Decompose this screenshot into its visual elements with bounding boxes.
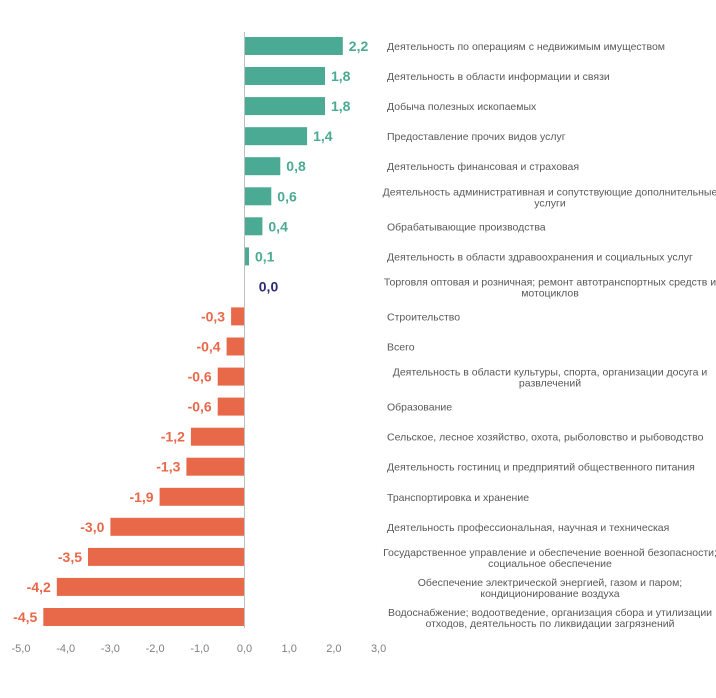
value-label: -0,6 bbox=[188, 369, 212, 385]
category-labels-group: Деятельность по операциям с недвижимым и… bbox=[383, 41, 716, 630]
value-label: -3,5 bbox=[58, 549, 82, 565]
bar bbox=[244, 127, 308, 146]
category-label: Всего bbox=[387, 342, 415, 354]
category-label: Обеспечение электрической энергией, газо… bbox=[418, 577, 682, 600]
value-label: -1,9 bbox=[129, 489, 153, 505]
bar bbox=[159, 487, 245, 506]
value-label: 1,8 bbox=[331, 98, 351, 114]
category-label: Деятельность административная и сопутств… bbox=[383, 186, 716, 209]
bar bbox=[244, 157, 281, 176]
bar bbox=[110, 517, 245, 536]
x-tick-label: 3,0 bbox=[371, 643, 386, 655]
value-label: -4,2 bbox=[27, 579, 51, 595]
value-label: -1,3 bbox=[156, 459, 180, 475]
value-label: 1,4 bbox=[313, 128, 333, 144]
bars-group bbox=[43, 37, 343, 626]
bar bbox=[217, 367, 245, 386]
bar bbox=[244, 67, 325, 85]
category-label: Деятельность по операциям с недвижимым и… bbox=[387, 41, 665, 53]
category-label: Добыча полезных ископаемых bbox=[387, 101, 537, 113]
x-tick-label: 1,0 bbox=[282, 643, 297, 655]
category-label: Торговля оптовая и розничная; ремонт авт… bbox=[384, 276, 716, 299]
bar bbox=[244, 187, 272, 206]
bar bbox=[244, 217, 263, 236]
bar bbox=[43, 608, 245, 626]
value-label: 0,0 bbox=[259, 278, 279, 294]
value-label: -0,3 bbox=[201, 308, 225, 324]
value-label: 0,6 bbox=[277, 188, 297, 204]
category-label: Сельское, лесное хозяйство, охота, рыбол… bbox=[387, 432, 704, 444]
bar bbox=[88, 547, 245, 566]
x-tick-label: 0,0 bbox=[237, 643, 252, 655]
value-label: 0,1 bbox=[255, 248, 275, 264]
bar bbox=[244, 37, 343, 55]
category-label: Предоставление прочих видов услуг bbox=[387, 131, 566, 143]
category-label: Деятельность в области здравоохранения и… bbox=[387, 251, 693, 263]
category-label: Деятельность финансовая и страховая bbox=[387, 161, 579, 173]
category-label: Образование bbox=[387, 402, 452, 414]
value-label: -0,4 bbox=[196, 339, 220, 355]
bar bbox=[244, 247, 249, 266]
value-labels-group: 2,21,81,81,40,80,60,40,10,0-0,3-0,4-0,6-… bbox=[13, 38, 368, 625]
bar bbox=[226, 337, 245, 356]
category-label: Государственное управление и обеспечение… bbox=[383, 547, 716, 570]
bar bbox=[217, 397, 245, 416]
category-label: Транспортировка и хранение bbox=[387, 492, 529, 504]
bar bbox=[56, 577, 245, 596]
value-label: 2,2 bbox=[349, 38, 369, 54]
x-tick-label: -2,0 bbox=[146, 643, 165, 655]
x-tick-label: -5,0 bbox=[12, 643, 31, 655]
bar bbox=[231, 307, 245, 326]
value-label: 1,8 bbox=[331, 68, 351, 84]
bar bbox=[186, 457, 245, 476]
value-label: -1,2 bbox=[161, 429, 185, 445]
x-axis: -5,0 -4,0 -3,0 -2,0 -1,0 0,0 1,0 2,0 3,0 bbox=[12, 32, 386, 655]
category-label: Деятельность профессиональная, научная и… bbox=[387, 522, 669, 534]
bar bbox=[190, 427, 245, 446]
x-tick-label: -1,0 bbox=[190, 643, 209, 655]
x-tick-label: 2,0 bbox=[326, 643, 341, 655]
category-label: Водоснабжение; водоотведение, организаци… bbox=[388, 607, 712, 630]
value-label: -0,6 bbox=[188, 399, 212, 415]
value-label: 0,4 bbox=[268, 218, 288, 234]
bar bbox=[244, 97, 325, 116]
x-tick-label: -3,0 bbox=[101, 643, 120, 655]
category-label: Деятельность гостиниц и предприятий обще… bbox=[387, 462, 695, 474]
category-label: Деятельность в области культуры, спорта,… bbox=[393, 367, 708, 390]
category-label: Строительство bbox=[387, 311, 460, 323]
value-label: -4,5 bbox=[13, 609, 37, 625]
category-label: Обрабатывающие производства bbox=[387, 221, 546, 233]
value-label: 0,8 bbox=[286, 158, 306, 174]
value-label: -3,0 bbox=[80, 519, 104, 535]
x-tick-label: -4,0 bbox=[56, 643, 75, 655]
category-label: Деятельность в области информации и связ… bbox=[387, 71, 610, 83]
